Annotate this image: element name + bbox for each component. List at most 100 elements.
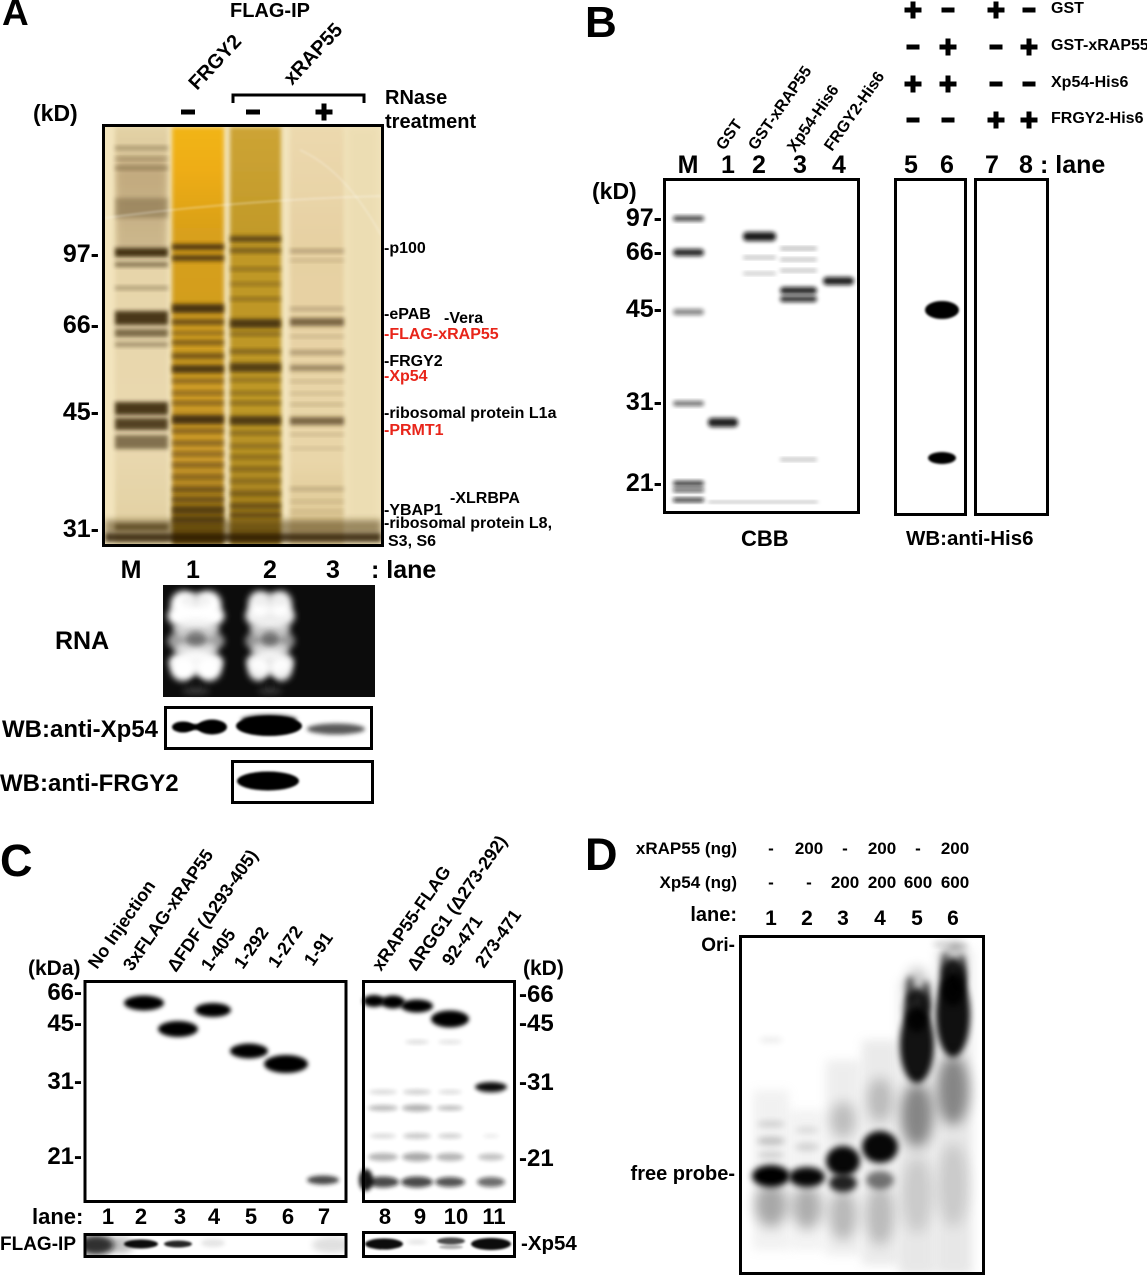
svg-text:97-: 97- bbox=[63, 240, 99, 268]
svg-text:45-: 45- bbox=[63, 398, 99, 426]
svg-text:treatment: treatment bbox=[385, 111, 476, 133]
svg-text:6: 6 bbox=[947, 907, 959, 930]
svg-text:GST-xRAP55: GST-xRAP55 bbox=[1051, 37, 1147, 54]
svg-text:45-: 45- bbox=[626, 295, 662, 323]
svg-text:lane:: lane: bbox=[690, 904, 737, 926]
svg-text:8: 8 bbox=[379, 1204, 391, 1229]
svg-text:S3, S6: S3, S6 bbox=[388, 533, 436, 550]
svg-text:-p100: -p100 bbox=[384, 240, 426, 257]
svg-text:-: - bbox=[842, 839, 848, 858]
svg-text:WB:anti-FRGY2: WB:anti-FRGY2 bbox=[0, 770, 179, 797]
svg-text:-: - bbox=[768, 873, 774, 892]
svg-text:7: 7 bbox=[318, 1204, 330, 1229]
svg-text:45-: 45- bbox=[47, 1010, 82, 1037]
svg-text:66-: 66- bbox=[63, 311, 99, 339]
svg-text:2: 2 bbox=[263, 556, 277, 584]
svg-text:200: 200 bbox=[831, 873, 859, 892]
svg-text:-ePAB: -ePAB bbox=[384, 306, 431, 323]
svg-text:4: 4 bbox=[832, 151, 846, 179]
svg-text:1: 1 bbox=[186, 556, 200, 584]
svg-text:3: 3 bbox=[837, 907, 849, 930]
svg-text:31-: 31- bbox=[63, 515, 99, 543]
svg-text:(kD): (kD) bbox=[592, 178, 637, 204]
svg-text:5: 5 bbox=[911, 907, 923, 930]
svg-text:66-: 66- bbox=[47, 979, 82, 1006]
svg-text:1: 1 bbox=[721, 151, 735, 179]
svg-text:free probe-: free probe- bbox=[631, 1163, 735, 1185]
svg-text:-21: -21 bbox=[519, 1145, 554, 1172]
svg-text:-: - bbox=[806, 873, 812, 892]
svg-text:200: 200 bbox=[941, 839, 969, 858]
svg-text:3: 3 bbox=[326, 556, 340, 584]
svg-text:600: 600 bbox=[941, 873, 969, 892]
svg-text:GST: GST bbox=[1051, 0, 1084, 17]
svg-text:-Xp54: -Xp54 bbox=[521, 1232, 577, 1255]
svg-text:1: 1 bbox=[765, 907, 777, 930]
svg-text:Xp54 (ng): Xp54 (ng) bbox=[660, 873, 737, 892]
svg-text:2: 2 bbox=[801, 907, 813, 930]
svg-text:-45: -45 bbox=[519, 1010, 554, 1037]
svg-text:-FRGY2: -FRGY2 bbox=[384, 353, 443, 370]
svg-text:FRGY2-His6: FRGY2-His6 bbox=[1051, 110, 1144, 127]
svg-text:WB:anti-His6: WB:anti-His6 bbox=[906, 527, 1034, 550]
svg-text:-ribosomal protein L8,: -ribosomal protein L8, bbox=[384, 515, 552, 532]
svg-text:-: - bbox=[768, 839, 774, 858]
svg-text:6: 6 bbox=[282, 1204, 294, 1229]
svg-text:WB:anti-Xp54: WB:anti-Xp54 bbox=[2, 716, 159, 743]
svg-text:-ribosomal protein L1a: -ribosomal protein L1a bbox=[384, 405, 557, 422]
svg-text:4: 4 bbox=[208, 1204, 221, 1229]
svg-text:xRAP55 (ng): xRAP55 (ng) bbox=[636, 839, 737, 858]
svg-text:(kDa): (kDa) bbox=[28, 957, 81, 980]
svg-text:200: 200 bbox=[868, 873, 896, 892]
svg-text:200: 200 bbox=[868, 839, 896, 858]
svg-text:M: M bbox=[678, 151, 699, 179]
svg-text:RNase: RNase bbox=[385, 87, 447, 109]
svg-text:lane:: lane: bbox=[32, 1204, 83, 1229]
svg-text:-XLRBPA: -XLRBPA bbox=[450, 490, 520, 507]
svg-text:-: - bbox=[915, 839, 921, 858]
svg-text:31-: 31- bbox=[47, 1068, 82, 1095]
svg-text:CBB: CBB bbox=[741, 526, 789, 551]
svg-text:C: C bbox=[0, 835, 33, 886]
svg-text:-Xp54: -Xp54 bbox=[384, 368, 428, 385]
svg-text:-YBAP1: -YBAP1 bbox=[384, 502, 443, 519]
svg-text:6: 6 bbox=[940, 151, 954, 179]
svg-text:-FLAG-xRAP55: -FLAG-xRAP55 bbox=[384, 326, 499, 343]
svg-text:11: 11 bbox=[482, 1204, 505, 1229]
svg-text:5: 5 bbox=[904, 151, 918, 179]
svg-text:Xp54-His6: Xp54-His6 bbox=[1051, 74, 1128, 91]
svg-text:66-: 66- bbox=[626, 238, 662, 266]
svg-text:FLAG-IP: FLAG-IP bbox=[0, 1234, 76, 1255]
svg-text:9: 9 bbox=[414, 1204, 426, 1229]
svg-text:-Vera: -Vera bbox=[444, 310, 483, 327]
svg-text:-66: -66 bbox=[519, 981, 554, 1008]
svg-text:4: 4 bbox=[874, 907, 886, 930]
svg-text:10: 10 bbox=[444, 1204, 468, 1229]
svg-text:(kD): (kD) bbox=[33, 100, 78, 126]
svg-text:-31: -31 bbox=[519, 1069, 554, 1096]
svg-text:7: 7 bbox=[985, 151, 999, 179]
svg-text:M: M bbox=[121, 556, 142, 584]
svg-text:5: 5 bbox=[245, 1204, 257, 1229]
svg-text:B: B bbox=[585, 0, 617, 47]
svg-text:-PRMT1: -PRMT1 bbox=[384, 422, 444, 439]
svg-text:21-: 21- bbox=[626, 469, 662, 497]
svg-text:2: 2 bbox=[135, 1204, 147, 1229]
svg-text:(kD): (kD) bbox=[523, 957, 564, 980]
svg-text:FLAG-IP: FLAG-IP bbox=[230, 0, 310, 22]
svg-text:31-: 31- bbox=[626, 388, 662, 416]
svg-text:97-: 97- bbox=[626, 204, 662, 232]
svg-text:D: D bbox=[585, 829, 618, 880]
svg-text:A: A bbox=[2, 0, 29, 33]
svg-text:200: 200 bbox=[795, 839, 823, 858]
svg-text:: lane: : lane bbox=[371, 556, 436, 584]
svg-text:2: 2 bbox=[752, 151, 766, 179]
svg-text:21-: 21- bbox=[47, 1143, 82, 1170]
svg-text:1: 1 bbox=[102, 1204, 114, 1229]
svg-text:3: 3 bbox=[793, 151, 807, 179]
svg-text:3: 3 bbox=[174, 1204, 186, 1229]
svg-text:Ori-: Ori- bbox=[701, 935, 735, 956]
svg-text:600: 600 bbox=[904, 873, 932, 892]
svg-text:RNA: RNA bbox=[55, 627, 109, 655]
svg-text:8: 8 bbox=[1019, 151, 1033, 179]
